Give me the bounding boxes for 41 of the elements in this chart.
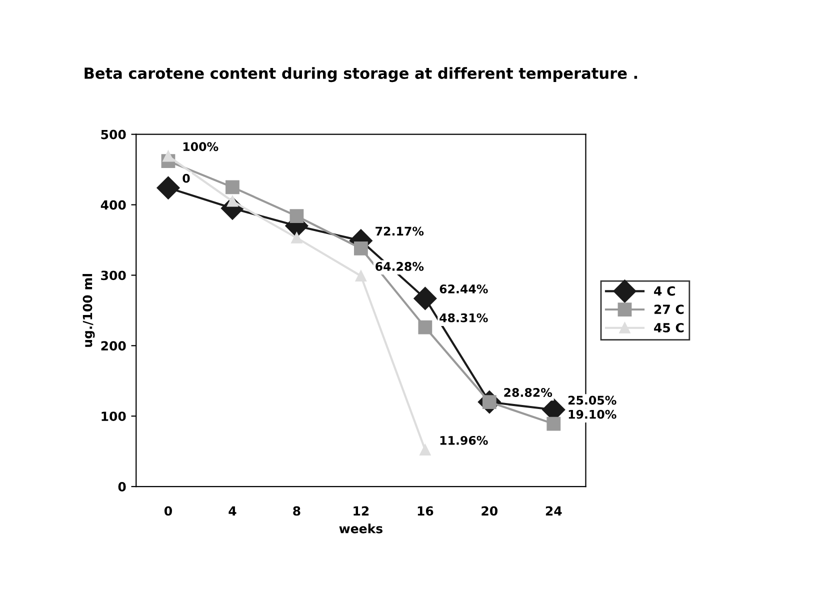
annotation: 11.96% <box>440 436 488 445</box>
annotation: 100% <box>183 142 218 152</box>
annotation: 48.31% <box>440 313 488 322</box>
annotation: 64.28% <box>376 262 424 271</box>
point <box>162 150 174 162</box>
point <box>420 444 431 456</box>
annotation: 25.05% <box>568 396 616 405</box>
annotation: 19.10% <box>568 410 616 419</box>
legend-label: 45 C <box>654 322 684 332</box>
point <box>355 270 366 282</box>
x-tick-label: 24 <box>546 506 562 516</box>
x-tick-label: 8 <box>293 506 300 516</box>
point <box>156 176 180 200</box>
legend-label: 4 C <box>654 286 675 296</box>
point <box>546 416 561 431</box>
point <box>418 320 432 334</box>
y-tick-label: 300 <box>101 270 126 280</box>
y-tick-label: 400 <box>100 200 126 210</box>
point <box>290 209 304 223</box>
x-tick-label: 4 <box>228 506 236 516</box>
point <box>414 286 437 310</box>
annotation: 62.44% <box>440 284 488 294</box>
annotation: 0 <box>182 174 190 183</box>
x-tick-label: 16 <box>418 506 434 516</box>
point <box>226 196 238 207</box>
y-tick-label: 200 <box>101 341 126 351</box>
point <box>354 242 368 256</box>
legend-label: 27 C <box>654 304 684 314</box>
y-tick-label: 0 <box>118 482 126 492</box>
y-tick-label: 100 <box>102 412 126 422</box>
x-tick-label: 12 <box>354 506 369 516</box>
annotation: 72.17% <box>376 226 424 236</box>
annotation: 28.82% <box>504 388 552 397</box>
x-tick-label: 20 <box>482 506 498 516</box>
chart-title: Beta carotene content during storage at different temperature . <box>84 67 638 82</box>
y-tick-label: 500 <box>101 130 126 140</box>
x-tick-label: 0 <box>164 506 172 516</box>
point <box>291 232 302 244</box>
point <box>226 180 240 194</box>
y-axis-title: ug./100 ml <box>82 274 95 347</box>
x-axis-title: weeks <box>339 524 382 534</box>
